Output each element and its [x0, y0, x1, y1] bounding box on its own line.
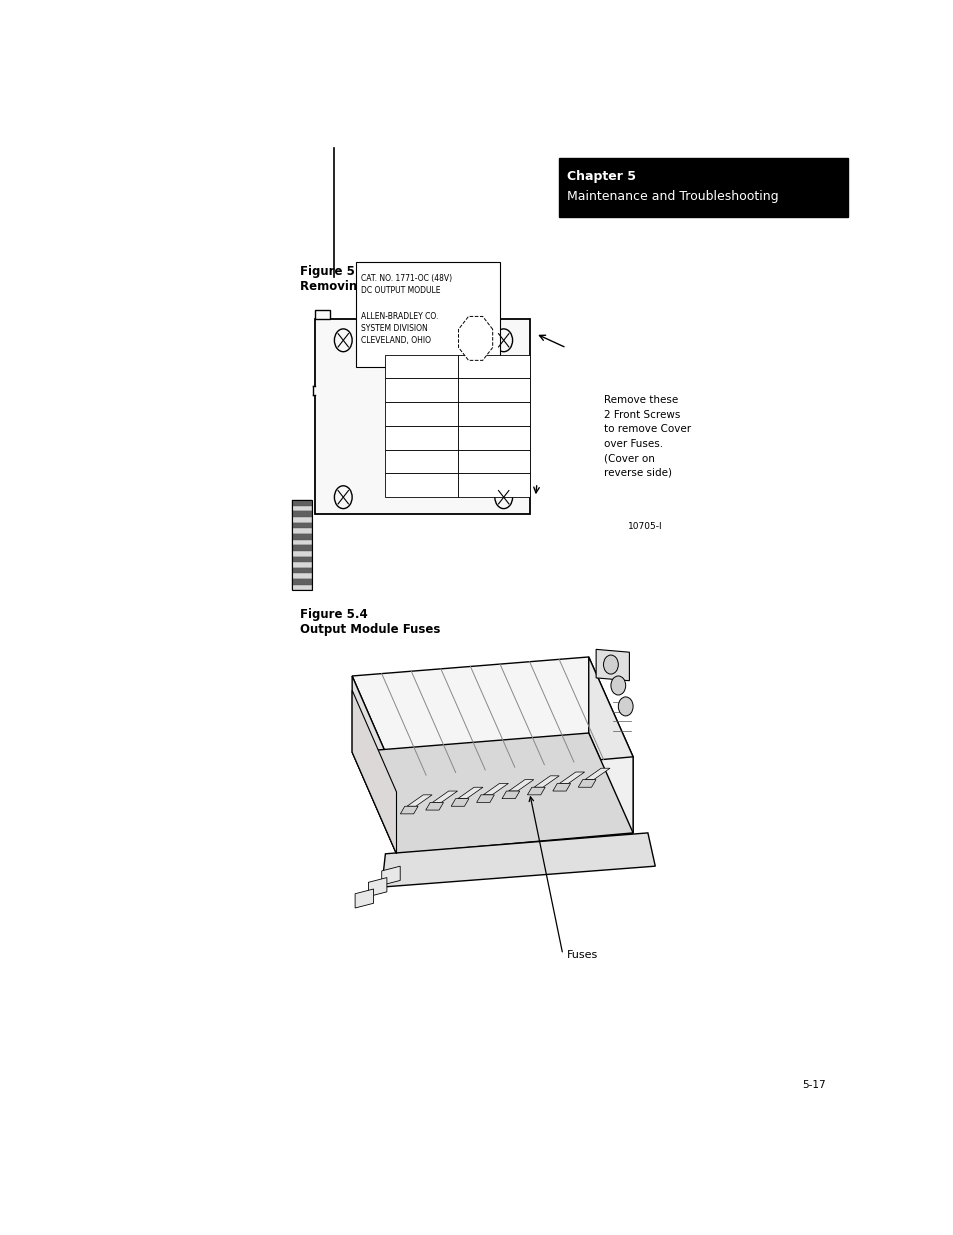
Bar [313, 385, 335, 395]
Bar [292, 579, 312, 584]
Polygon shape [352, 690, 396, 853]
Bar [292, 545, 312, 551]
Text: ALLEN-BRADLEY CO.: ALLEN-BRADLEY CO. [360, 311, 438, 321]
Bar [385, 403, 457, 426]
Bar [292, 562, 312, 568]
Bar [457, 473, 529, 498]
Bar [292, 573, 312, 579]
Text: 10705-I: 10705-I [627, 522, 662, 531]
Bar [457, 450, 529, 473]
Circle shape [610, 676, 625, 695]
Bar [385, 450, 457, 473]
Bar [314, 310, 330, 320]
Polygon shape [451, 799, 469, 806]
Bar [457, 426, 529, 450]
Polygon shape [458, 316, 492, 361]
Bar [457, 354, 529, 378]
Polygon shape [584, 768, 609, 779]
Bar [292, 551, 312, 557]
Polygon shape [483, 783, 508, 795]
Polygon shape [596, 650, 629, 680]
Bar [385, 473, 457, 498]
Bar [355, 262, 499, 367]
Polygon shape [352, 657, 633, 778]
Polygon shape [588, 657, 633, 832]
Text: SYSTEM DIVISION: SYSTEM DIVISION [360, 324, 427, 333]
Bar [292, 534, 312, 540]
Polygon shape [407, 795, 432, 806]
Circle shape [495, 329, 512, 352]
Bar [292, 517, 312, 522]
Polygon shape [476, 795, 494, 803]
Polygon shape [400, 806, 417, 814]
Text: Removing Fuse Access Cover: Removing Fuse Access Cover [300, 280, 492, 293]
Text: DC OUTPUT MODULE: DC OUTPUT MODULE [360, 287, 440, 295]
Text: Figure 5.3: Figure 5.3 [300, 264, 368, 278]
Text: Figure 5.4: Figure 5.4 [300, 608, 368, 621]
Circle shape [335, 485, 352, 509]
Bar [457, 378, 529, 403]
Bar [292, 584, 312, 590]
Polygon shape [352, 676, 396, 853]
Bar [385, 378, 457, 403]
Bar [292, 500, 312, 505]
Bar [292, 557, 312, 562]
Polygon shape [381, 832, 655, 887]
Polygon shape [558, 772, 584, 783]
Polygon shape [501, 792, 519, 799]
Bar [457, 403, 529, 426]
Circle shape [618, 697, 633, 716]
Polygon shape [552, 783, 570, 792]
Polygon shape [425, 803, 443, 810]
Polygon shape [534, 776, 558, 787]
Bar [292, 568, 312, 573]
Polygon shape [381, 866, 400, 885]
Bar [292, 511, 312, 517]
Polygon shape [352, 734, 633, 853]
Bar [292, 540, 312, 545]
Text: Fuses: Fuses [566, 950, 598, 960]
Polygon shape [527, 787, 544, 795]
Text: Remove these
2 Front Screws
to remove Cover
over Fuses.
(Cover on
reverse side): Remove these 2 Front Screws to remove Co… [603, 395, 690, 478]
Bar [292, 505, 312, 511]
Text: Maintenance and Troubleshooting: Maintenance and Troubleshooting [566, 190, 778, 203]
Polygon shape [355, 889, 374, 908]
Polygon shape [396, 757, 633, 853]
Polygon shape [368, 878, 387, 897]
Polygon shape [432, 792, 457, 803]
Bar [385, 426, 457, 450]
Bar [314, 320, 529, 514]
Text: CAT. NO. 1771-OC (48V): CAT. NO. 1771-OC (48V) [360, 274, 452, 283]
Bar [292, 500, 312, 590]
Bar [558, 158, 846, 216]
Text: Chapter 5: Chapter 5 [566, 170, 635, 183]
Bar [292, 522, 312, 529]
Text: Output Module Fuses: Output Module Fuses [300, 622, 440, 636]
Bar [292, 529, 312, 534]
Polygon shape [508, 779, 534, 792]
Text: CLEVELAND, OHIO: CLEVELAND, OHIO [360, 336, 431, 346]
Circle shape [495, 485, 512, 509]
Circle shape [603, 655, 618, 674]
Polygon shape [457, 787, 482, 799]
Bar [385, 354, 457, 378]
Polygon shape [578, 779, 596, 787]
Text: 5-17: 5-17 [801, 1079, 824, 1089]
Circle shape [335, 329, 352, 352]
